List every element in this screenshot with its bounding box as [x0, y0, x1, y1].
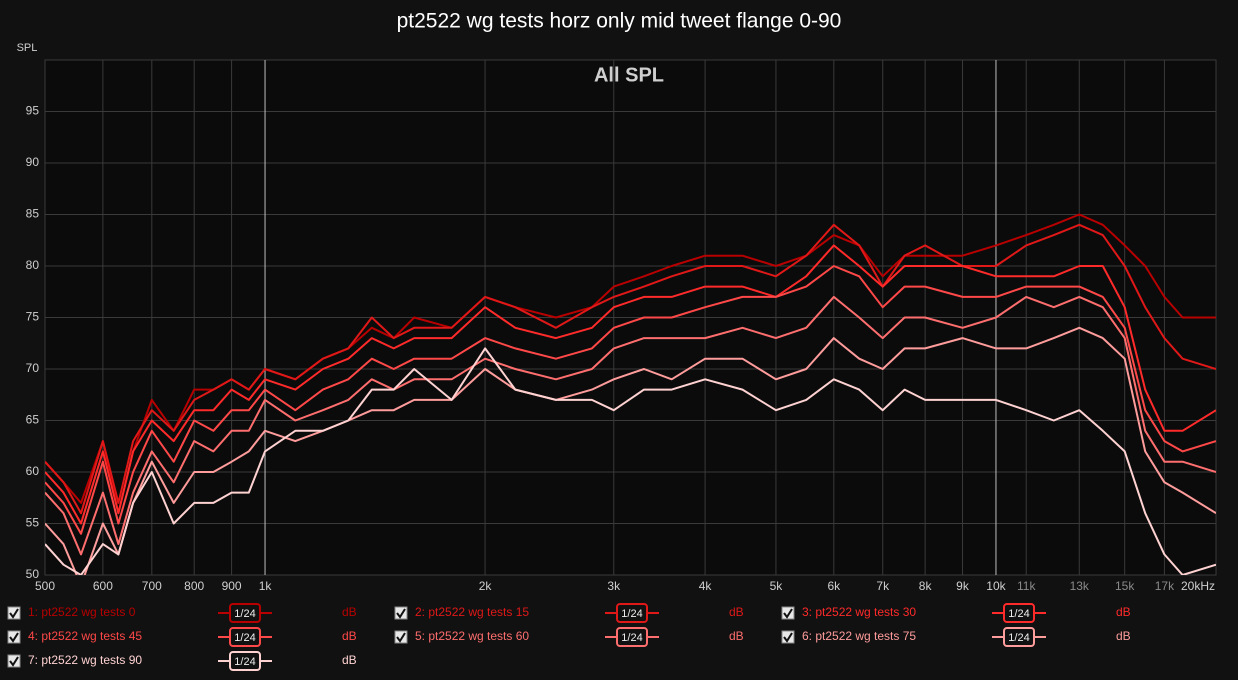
x-tick-label: 13k: [1070, 579, 1090, 593]
x-tick-label: 15k: [1115, 579, 1135, 593]
x-tick-label: 8k: [919, 579, 933, 593]
series-line: [45, 223, 1216, 515]
legend-check: [783, 632, 793, 643]
legend-unit: dB: [1116, 629, 1131, 643]
x-tick-label: 4k: [699, 579, 713, 593]
legend-item: 1: pt2522 wg tests 0 1/24 dB: [7, 603, 357, 623]
x-tick-label: 3k: [607, 579, 621, 593]
legend-smoothing-box: [1003, 627, 1035, 647]
legend-label: 7: pt2522 wg tests 90: [28, 653, 142, 667]
legend-smoothing-box: [616, 603, 648, 623]
legend-check: [9, 656, 19, 667]
legend-check: [396, 608, 406, 619]
x-tick-label: 5k: [770, 579, 784, 593]
legend-item: 6: pt2522 wg tests 75 1/24 dB: [781, 627, 1131, 647]
x-tick-label: 10k: [986, 579, 1006, 593]
legend-smoothing-box: [229, 627, 261, 647]
chart-subtitle: All SPL: [594, 64, 664, 86]
series-line: [45, 295, 1216, 556]
legend-label: 5: pt2522 wg tests 60: [415, 629, 529, 643]
x-tick-label: 800: [184, 579, 204, 593]
legend-label: 2: pt2522 wg tests 15: [415, 605, 529, 619]
x-tick-label: 900: [222, 579, 242, 593]
legend-unit: dB: [729, 605, 744, 619]
legend-check: [9, 608, 19, 619]
y-tick-label: 70: [26, 361, 40, 375]
legend-smoothing: 1/24: [1008, 608, 1029, 620]
legend-item: 4: pt2522 wg tests 45 1/24 dB: [7, 627, 357, 647]
legend-smoothing-box: [1003, 603, 1035, 623]
x-tick-label: 20kHz: [1181, 579, 1215, 593]
x-tick-label: 700: [142, 579, 162, 593]
x-tick-label: 600: [93, 579, 113, 593]
legend-check: [396, 632, 406, 643]
legend-unit: dB: [342, 629, 357, 643]
x-tick-label: 1k: [259, 579, 273, 593]
y-tick-label: 85: [26, 207, 40, 221]
y-tick-label: 90: [26, 155, 40, 169]
x-tick-label: 9k: [956, 579, 970, 593]
y-axis-label: SPL: [17, 42, 38, 54]
legend-smoothing: 1/24: [234, 632, 255, 644]
legend-smoothing-box: [229, 603, 261, 623]
legend-item: 2: pt2522 wg tests 15 1/24 dB: [394, 603, 744, 623]
y-tick-label: 60: [26, 464, 40, 478]
legend-smoothing: 1/24: [234, 608, 255, 620]
legend-label: 1: pt2522 wg tests 0: [28, 605, 136, 619]
legend-unit: dB: [342, 653, 357, 667]
x-tick-label: 17k: [1155, 579, 1175, 593]
y-tick-label: 50: [26, 567, 40, 581]
legend-unit: dB: [342, 605, 357, 619]
legend-smoothing: 1/24: [1008, 632, 1029, 644]
y-tick-label: 65: [26, 413, 40, 427]
x-tick-label: 6k: [827, 579, 841, 593]
y-tick-label: 75: [26, 310, 40, 324]
legend-smoothing: 1/24: [621, 608, 642, 620]
legend-item: 3: pt2522 wg tests 30 1/24 dB: [781, 603, 1131, 623]
legend-item: 5: pt2522 wg tests 60 1/24 dB: [394, 627, 744, 647]
legend-smoothing-box: [616, 627, 648, 647]
x-tick-label: 2k: [479, 579, 493, 593]
legend-smoothing: 1/24: [621, 632, 642, 644]
y-tick-label: 55: [26, 516, 40, 530]
legend-unit: dB: [729, 629, 744, 643]
series-line: [45, 244, 1216, 525]
series-line: [45, 326, 1216, 575]
y-tick-label: 80: [26, 258, 40, 272]
chart-title: pt2522 wg tests horz only mid tweet flan…: [397, 10, 842, 33]
legend-smoothing: 1/24: [234, 656, 255, 668]
legend-item: 7: pt2522 wg tests 90 1/24 dB: [7, 651, 357, 671]
series-line: [45, 265, 1216, 535]
legend-unit: dB: [1116, 605, 1131, 619]
legend-check: [9, 632, 19, 643]
legend-label: 4: pt2522 wg tests 45: [28, 629, 142, 643]
series-group: [45, 213, 1216, 575]
y-tick-label: 95: [26, 104, 40, 118]
x-tick-label: 11k: [1017, 579, 1036, 593]
series-line: [45, 347, 1216, 575]
x-tick-label: 7k: [876, 579, 890, 593]
legend-label: 3: pt2522 wg tests 30: [802, 605, 916, 619]
legend-smoothing-box: [229, 651, 261, 671]
legend-label: 6: pt2522 wg tests 75: [802, 629, 916, 643]
x-tick-label: 500: [35, 579, 55, 593]
legend-check: [783, 608, 793, 619]
